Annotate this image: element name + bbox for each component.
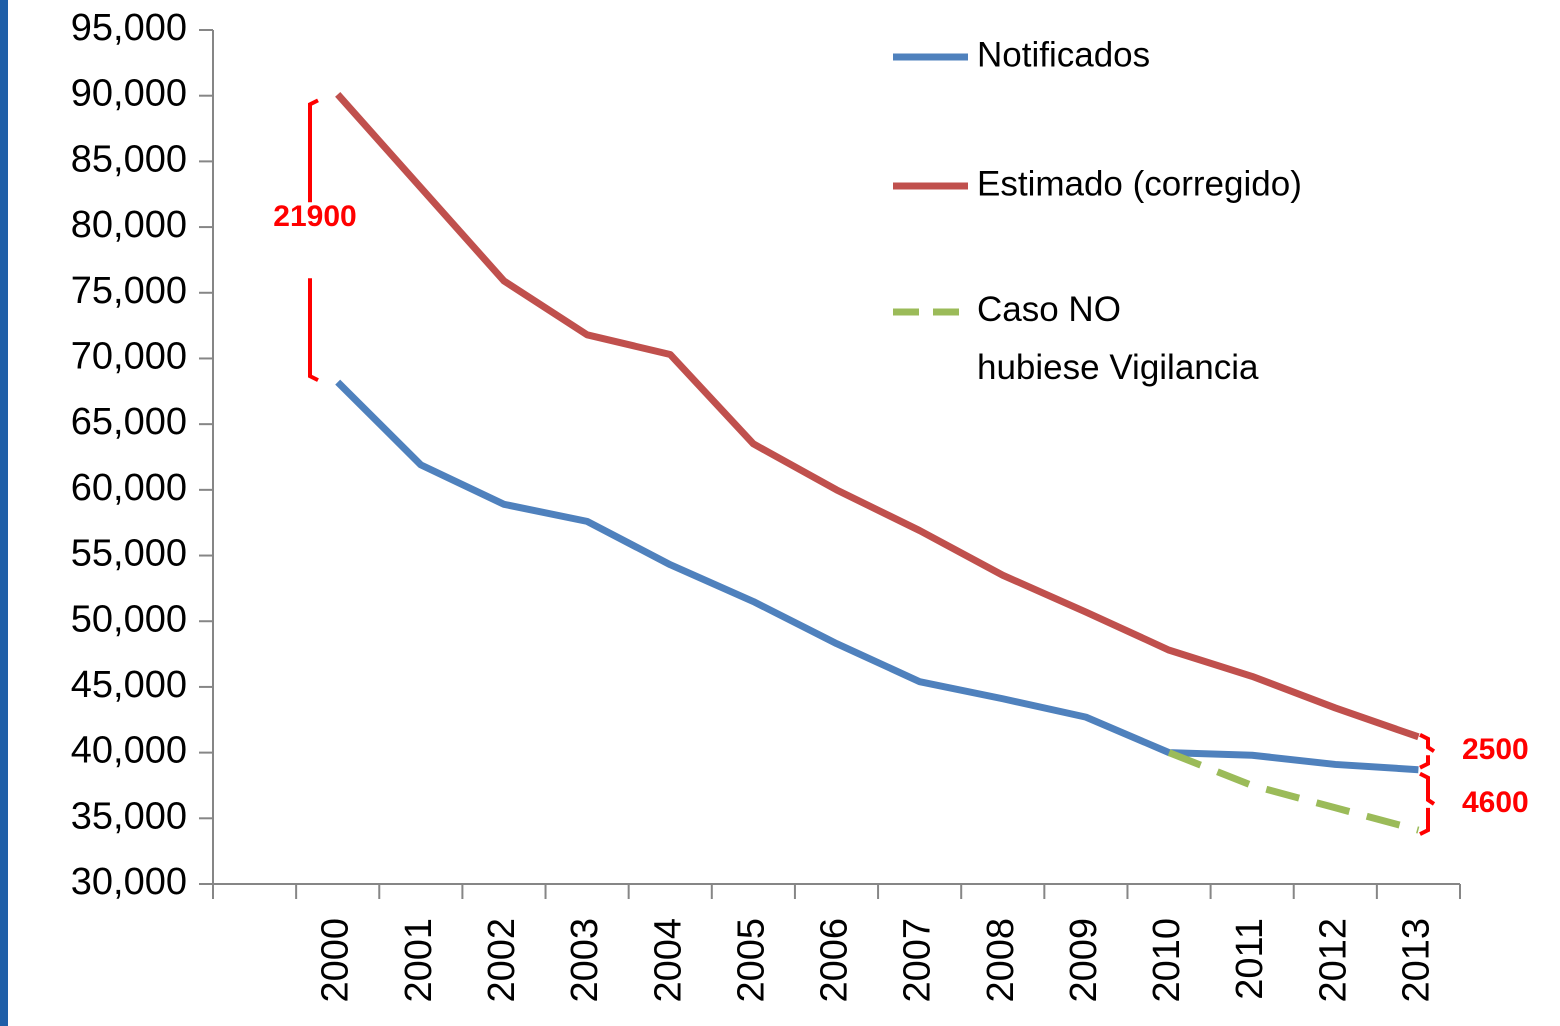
bracket — [1419, 733, 1436, 770]
x-tick-label: 2007 — [897, 918, 939, 1003]
y-tick-label: 90,000 — [71, 73, 187, 115]
side-bar — [0, 0, 8, 1026]
y-tick-label: 70,000 — [71, 335, 187, 377]
annotation: 21900 — [273, 200, 356, 233]
legend-label: Caso NO hubiese Vigilancia — [977, 290, 1259, 387]
x-tick-label: 2011 — [1229, 918, 1271, 1000]
x-tick-label: 2004 — [647, 918, 689, 1003]
y-tick-label: 35,000 — [71, 795, 187, 837]
y-tick-label: 55,000 — [71, 533, 187, 575]
x-tick-label: 2008 — [980, 918, 1022, 1003]
y-tick-label: 30,000 — [71, 861, 187, 903]
y-tick-label: 40,000 — [71, 730, 187, 772]
y-tick-label: 45,000 — [71, 664, 187, 706]
annotation: 2500 — [1462, 733, 1529, 766]
series-line — [335, 92, 1420, 741]
annotation: 4600 — [1462, 786, 1529, 819]
x-tick-label: 2000 — [315, 918, 357, 1003]
bracket — [308, 98, 319, 382]
y-tick-label: 80,000 — [71, 204, 187, 246]
series-line — [1167, 749, 1420, 834]
y-tick-label: 60,000 — [71, 467, 187, 509]
y-tick-label: 75,000 — [71, 270, 187, 312]
y-tick-label: 65,000 — [71, 401, 187, 443]
x-tick-label: 2006 — [814, 918, 856, 1003]
x-tick-label: 2001 — [398, 918, 440, 1003]
y-tick-label: 85,000 — [71, 138, 187, 180]
x-tick-label: 2010 — [1146, 918, 1188, 1003]
legend-label: Notificados — [977, 35, 1150, 74]
x-tick-label: 2009 — [1063, 918, 1105, 1003]
x-tick-label: 2005 — [730, 918, 772, 1003]
bracket — [1419, 771, 1436, 836]
x-tick-label: 2002 — [481, 918, 523, 1003]
series-line — [335, 379, 1419, 774]
legend-label: Estimado (corregido) — [977, 164, 1302, 203]
x-tick-label: 2012 — [1312, 918, 1354, 1003]
y-tick-label: 95,000 — [71, 7, 187, 49]
x-tick-label: 2013 — [1395, 918, 1437, 1003]
x-tick-label: 2003 — [564, 918, 606, 1003]
y-tick-label: 50,000 — [71, 598, 187, 640]
